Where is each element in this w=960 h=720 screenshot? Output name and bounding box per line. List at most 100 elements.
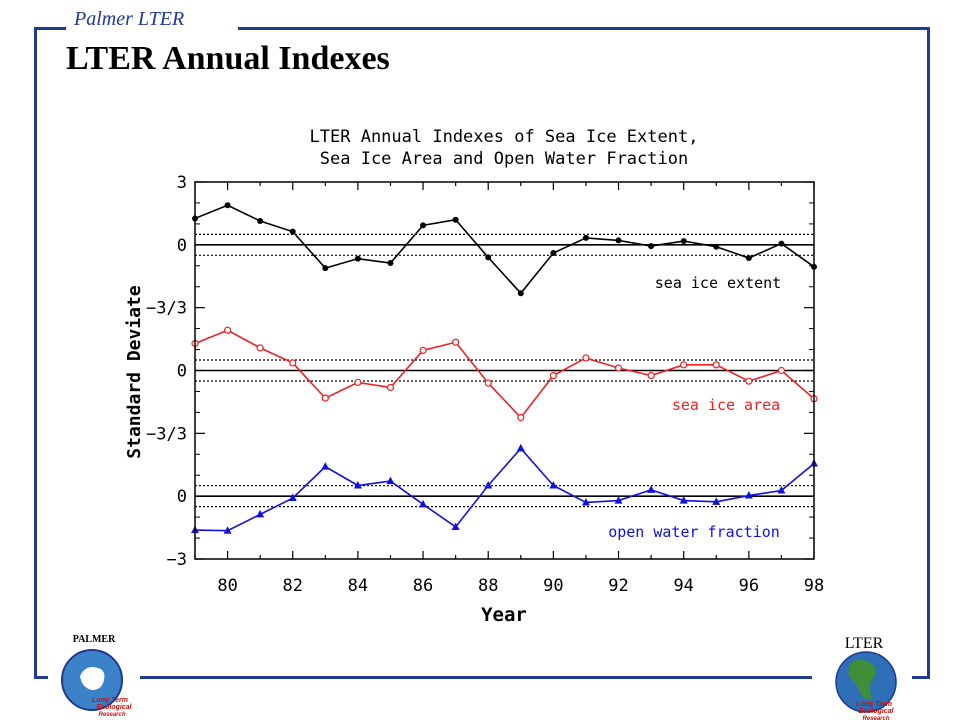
data-point xyxy=(745,255,752,262)
data-point xyxy=(257,217,264,224)
data-point xyxy=(386,476,395,485)
data-point xyxy=(419,346,427,354)
y-tick-label: 0 xyxy=(177,236,187,256)
data-point xyxy=(354,378,362,387)
data-point xyxy=(680,361,688,369)
data-point xyxy=(517,414,525,422)
data-point xyxy=(353,480,362,489)
data-point xyxy=(224,202,231,209)
x-tick-label: 90 xyxy=(543,576,563,596)
x-axis-label: Year xyxy=(481,604,527,626)
palmer-logo-text: Ecological xyxy=(96,704,132,711)
lter-logo: LTER Long Term Ecological Research xyxy=(835,635,897,720)
frame-top-right xyxy=(238,27,930,30)
series-label: open water fraction xyxy=(608,523,780,541)
y-tick-label: 0 xyxy=(177,362,187,382)
data-point xyxy=(452,338,460,346)
x-tick-label: 98 xyxy=(804,576,824,596)
y-ticks: 3 0 −3/3 0 −3/3 0 −3 xyxy=(146,173,814,570)
series-line xyxy=(194,329,815,419)
frame-bottom-right xyxy=(912,676,930,679)
data-point xyxy=(484,379,492,387)
chart-title-line: Sea Ice Area and Open Water Fraction xyxy=(320,149,688,169)
palmer-logo: PALMER Long Term Ecological Research xyxy=(61,634,133,718)
y-tick-label: 3 xyxy=(177,173,187,193)
data-point xyxy=(419,499,428,508)
chart-titles: LTER Annual Indexes of Sea Ice Extent,Se… xyxy=(310,127,699,169)
series-line xyxy=(194,204,815,295)
data-point xyxy=(582,354,590,362)
data-point xyxy=(713,243,720,250)
data-point xyxy=(322,265,329,272)
lter-logo-text: Ecological xyxy=(858,708,894,715)
data-point xyxy=(614,364,623,372)
lter-logo-text: Long Term xyxy=(856,701,892,708)
palmer-logo-label: PALMER xyxy=(73,634,116,645)
data-point xyxy=(549,480,558,489)
x-tick-label: 88 xyxy=(478,576,498,596)
data-point xyxy=(549,371,557,380)
data-point xyxy=(647,371,655,380)
brand-label: Palmer LTER xyxy=(74,8,185,30)
data-point xyxy=(712,361,720,369)
data-point xyxy=(648,243,655,250)
palmer-logo-text: Research xyxy=(98,712,125,718)
frame-top-left xyxy=(34,27,66,30)
data-point xyxy=(484,480,493,489)
plot-frame xyxy=(194,181,815,560)
data-point xyxy=(777,486,786,494)
frame-right xyxy=(927,27,930,679)
data-point xyxy=(386,383,395,392)
frame-left xyxy=(34,27,37,679)
data-point xyxy=(321,394,329,402)
data-point xyxy=(581,497,590,506)
data-point xyxy=(223,326,232,334)
chart-title-line: LTER Annual Indexes of Sea Ice Extent, xyxy=(310,127,699,147)
page-title: LTER Annual Indexes xyxy=(66,40,390,77)
y-tick-label: −3/3 xyxy=(146,424,187,444)
lter-logo-label: LTER xyxy=(845,635,884,652)
series-sea-ice-area: sea ice area xyxy=(191,326,818,422)
data-point xyxy=(777,366,786,375)
data-point xyxy=(420,222,427,229)
series-sea-ice-extent: sea ice extent xyxy=(192,202,817,297)
x-tick-label: 86 xyxy=(413,576,433,596)
data-point xyxy=(387,260,394,267)
data-point xyxy=(256,344,264,352)
data-point xyxy=(582,234,589,241)
data-point xyxy=(516,443,525,452)
data-point xyxy=(223,526,232,534)
data-point xyxy=(354,255,361,262)
data-point xyxy=(289,228,296,235)
y-tick-label: −3/3 xyxy=(146,299,187,319)
data-point xyxy=(679,496,688,504)
chart-panels xyxy=(195,233,814,508)
palmer-logo-text: Long Term xyxy=(92,697,128,704)
data-point xyxy=(778,240,785,247)
y-tick-label: −3 xyxy=(167,550,187,570)
antarctica-shape xyxy=(80,667,105,690)
frame-bottom-left xyxy=(34,676,48,679)
x-tick-label: 96 xyxy=(739,576,759,596)
data-point xyxy=(614,496,623,504)
x-tick-label: 92 xyxy=(608,576,628,596)
x-tick-label: 82 xyxy=(282,576,302,596)
y-axis-label: Standard Deviate xyxy=(124,285,145,459)
data-point xyxy=(680,238,687,245)
series-open-water-fraction: open water fraction xyxy=(191,443,818,541)
x-tick-label: 84 xyxy=(348,576,368,596)
data-point xyxy=(712,497,721,505)
data-point xyxy=(744,491,753,499)
data-point xyxy=(647,485,656,493)
series-group: sea ice extent sea ice area open water fra… xyxy=(191,202,818,541)
y-tick-label: 0 xyxy=(177,487,187,507)
x-tick-label: 80 xyxy=(217,576,237,596)
continent-shape xyxy=(848,659,876,700)
data-point xyxy=(745,377,753,385)
series-label: sea ice area xyxy=(672,396,780,414)
data-point xyxy=(452,216,459,223)
x-tick-label: 94 xyxy=(673,576,693,596)
data-point xyxy=(615,237,622,244)
data-point xyxy=(288,493,297,502)
frame-bottom-mid xyxy=(140,676,812,679)
